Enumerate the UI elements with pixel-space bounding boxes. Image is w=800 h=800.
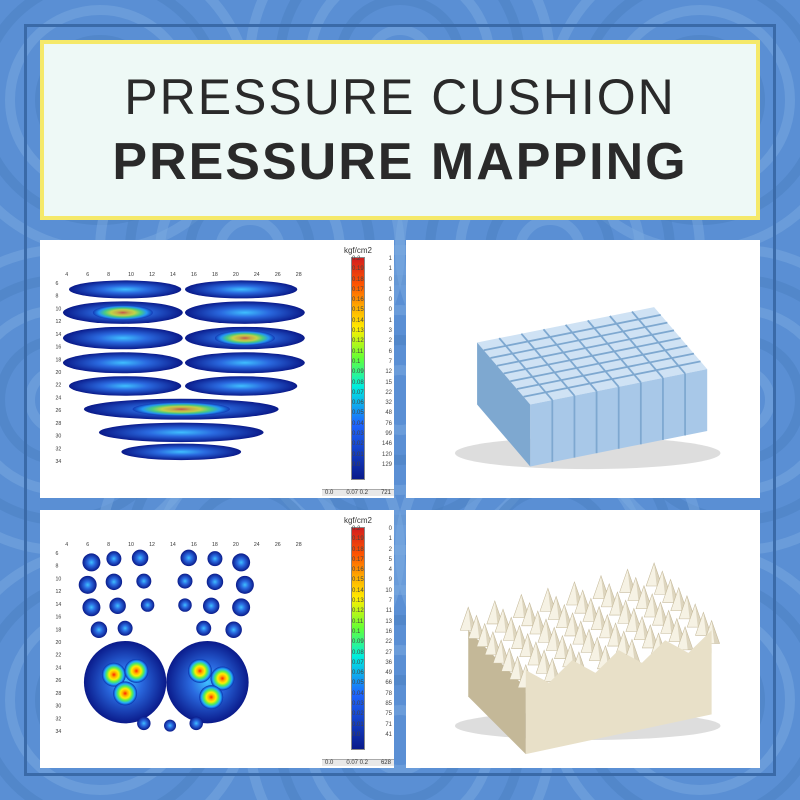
footer-total: 628 (381, 760, 391, 766)
svg-text:16: 16 (55, 615, 61, 621)
svg-text:26: 26 (55, 408, 61, 414)
svg-text:18: 18 (212, 542, 218, 548)
svg-text:16: 16 (55, 345, 61, 351)
svg-text:10: 10 (55, 306, 61, 312)
svg-text:20: 20 (233, 272, 239, 278)
svg-text:10: 10 (128, 542, 134, 548)
colorbar-bottom: kgf/cm2 0.20.190.180.170.160.150.140.130… (322, 510, 394, 768)
svg-text:6: 6 (86, 542, 89, 548)
heatmap-top-area: 4 6 8 10 12 14 16 18 20 24 26 28 6 8 10 12 14 16 18 20 22 24 2… (40, 240, 322, 498)
svg-text:34: 34 (55, 459, 61, 465)
svg-text:30: 30 (55, 434, 61, 440)
svg-text:22: 22 (55, 653, 61, 659)
svg-text:20: 20 (55, 640, 61, 646)
svg-text:8: 8 (107, 272, 110, 278)
footer-min: 0.0 (325, 490, 333, 496)
colorbar-footer: 0.0 0.07 0.2 628 (322, 759, 394, 766)
colorbar-title: kgf/cm2 (344, 516, 372, 525)
title-box: PRESSURE CUSHION PRESSURE MAPPING (40, 40, 760, 220)
svg-text:24: 24 (55, 665, 61, 671)
heatmap-bottom-svg: 4 6 8 10 12 14 16 18 20 24 26 28 6 8 10 12 14 16 18 20 22 24 2… (54, 520, 316, 762)
title-line2: PRESSURE MAPPING (112, 132, 687, 192)
colorbar-labels: 0.20.190.180.170.160.150.140.130.120.110… (352, 256, 364, 468)
svg-text:16: 16 (191, 542, 197, 548)
svg-text:8: 8 (55, 294, 58, 300)
cushion-bottom-svg (424, 523, 743, 755)
colorbar-footer: 0.0 0.07 0.2 721 (322, 489, 394, 496)
svg-text:14: 14 (55, 332, 61, 338)
footer-mid: 0.07 0.2 (346, 490, 368, 496)
colorbar-counts: 1101001326712152232487699146120129 (382, 256, 392, 468)
svg-text:20: 20 (55, 370, 61, 376)
svg-text:6: 6 (55, 281, 58, 287)
svg-text:28: 28 (296, 272, 302, 278)
svg-text:26: 26 (275, 542, 281, 548)
footer-total: 721 (381, 490, 391, 496)
footer-mid: 0.07 0.2 (346, 760, 368, 766)
cushion-top-svg (424, 253, 743, 485)
svg-text:18: 18 (55, 357, 61, 363)
svg-text:10: 10 (128, 272, 134, 278)
svg-text:24: 24 (55, 395, 61, 401)
colorbar-title: kgf/cm2 (344, 246, 372, 255)
svg-text:12: 12 (149, 272, 155, 278)
svg-text:30: 30 (55, 704, 61, 710)
content-grid: 4 6 8 10 12 14 16 18 20 24 26 28 6 8 10 12 14 16 18 20 22 24 2… (40, 240, 760, 768)
svg-text:18: 18 (212, 272, 218, 278)
svg-text:26: 26 (275, 272, 281, 278)
svg-text:32: 32 (55, 446, 61, 452)
svg-text:22: 22 (55, 383, 61, 389)
svg-text:28: 28 (55, 691, 61, 697)
svg-text:28: 28 (296, 542, 302, 548)
heatmap-bottom-area: 4 6 8 10 12 14 16 18 20 24 26 28 6 8 10 12 14 16 18 20 22 24 2… (40, 510, 322, 768)
svg-text:16: 16 (191, 272, 197, 278)
svg-text:6: 6 (86, 272, 89, 278)
svg-text:34: 34 (55, 729, 61, 735)
svg-text:10: 10 (55, 576, 61, 582)
colorbar-labels: 0.20.190.180.170.160.150.140.130.120.110… (352, 526, 364, 738)
svg-text:12: 12 (149, 542, 155, 548)
svg-text:26: 26 (55, 678, 61, 684)
svg-text:4: 4 (65, 542, 68, 548)
svg-text:24: 24 (254, 272, 260, 278)
title-line1: PRESSURE CUSHION (124, 68, 676, 126)
colorbar-counts: 01254910711131622273649667885757141 (385, 526, 392, 738)
svg-text:28: 28 (55, 421, 61, 427)
cushion-bottom-panel (406, 510, 760, 768)
svg-text:20: 20 (233, 542, 239, 548)
heatmap-bottom-panel: 4 6 8 10 12 14 16 18 20 24 26 28 6 8 10 12 14 16 18 20 22 24 2… (40, 510, 394, 768)
svg-text:8: 8 (107, 542, 110, 548)
colorbar-top: kgf/cm2 0.20.190.180.170.160.150.140.130… (322, 240, 394, 498)
heatmap-top-svg: 4 6 8 10 12 14 16 18 20 24 26 28 6 8 10 12 14 16 18 20 22 24 2… (54, 250, 316, 492)
svg-text:14: 14 (170, 272, 176, 278)
svg-text:8: 8 (55, 564, 58, 570)
svg-text:14: 14 (55, 602, 61, 608)
footer-min: 0.0 (325, 760, 333, 766)
svg-text:4: 4 (65, 272, 68, 278)
svg-text:14: 14 (170, 542, 176, 548)
svg-text:6: 6 (55, 551, 58, 557)
svg-text:24: 24 (254, 542, 260, 548)
svg-text:12: 12 (55, 589, 61, 595)
svg-text:12: 12 (55, 319, 61, 325)
svg-text:32: 32 (55, 716, 61, 722)
heatmap-top-panel: 4 6 8 10 12 14 16 18 20 24 26 28 6 8 10 12 14 16 18 20 22 24 2… (40, 240, 394, 498)
cushion-top-panel (406, 240, 760, 498)
svg-text:18: 18 (55, 627, 61, 633)
